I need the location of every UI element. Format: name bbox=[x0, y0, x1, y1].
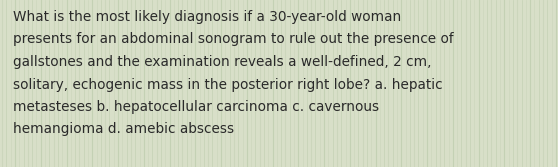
Text: hemangioma d. amebic abscess: hemangioma d. amebic abscess bbox=[13, 123, 234, 136]
Text: presents for an abdominal sonogram to rule out the presence of: presents for an abdominal sonogram to ru… bbox=[13, 33, 454, 46]
Text: gallstones and the examination reveals a well-defined, 2 cm,: gallstones and the examination reveals a… bbox=[13, 55, 431, 69]
Text: metasteses b. hepatocellular carcinoma c. cavernous: metasteses b. hepatocellular carcinoma c… bbox=[13, 100, 379, 114]
Text: What is the most likely diagnosis if a 30-year-old woman: What is the most likely diagnosis if a 3… bbox=[13, 10, 401, 24]
Text: solitary, echogenic mass in the posterior right lobe? a. hepatic: solitary, echogenic mass in the posterio… bbox=[13, 77, 442, 92]
